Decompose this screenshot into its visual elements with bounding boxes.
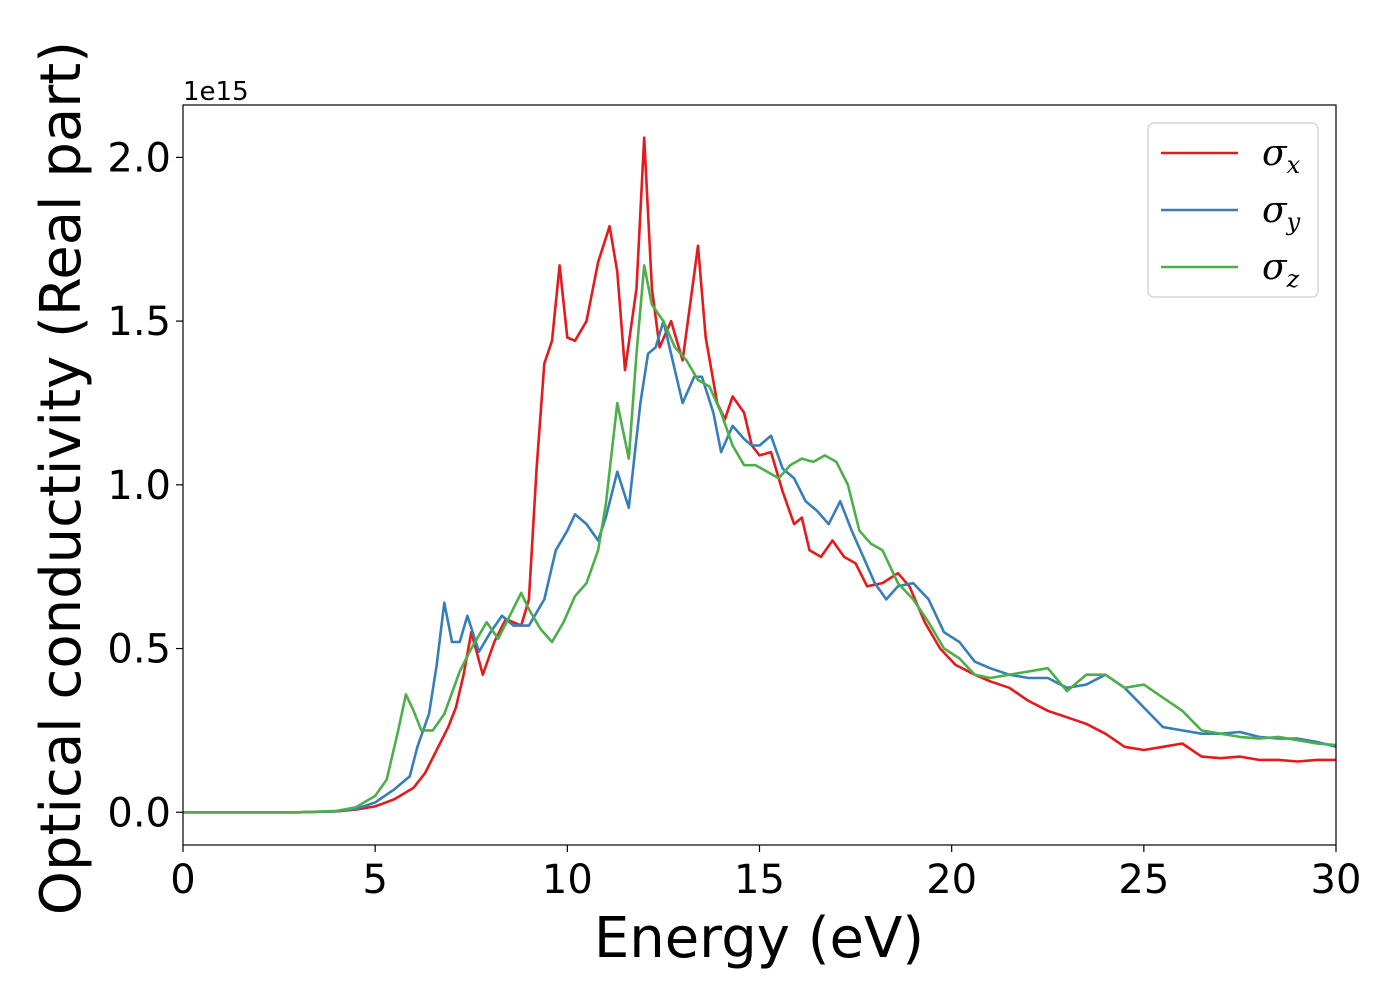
x-tick-label: 15 (734, 857, 785, 903)
series-layer (183, 136, 1336, 814)
y-axis-label: Optical conductivity (Real part) (29, 41, 94, 915)
x-tick-label: 25 (1118, 857, 1169, 903)
y-tick-label: 2.0 (107, 135, 171, 181)
y-offset-text: 1e15 (183, 77, 249, 107)
y-axis: 0.0 0.5 1.0 1.5 2.0 (107, 135, 183, 836)
series-line-z (183, 264, 1336, 814)
x-axis: 0 5 10 15 20 25 30 (170, 845, 1361, 903)
x-tick-label: 30 (1311, 857, 1362, 903)
legend-label-y: σy (1262, 190, 1301, 236)
x-tick-label: 20 (926, 857, 977, 903)
y-tick-label: 1.5 (107, 299, 171, 345)
legend-label-x: σx (1262, 133, 1301, 179)
y-tick-label: 1.0 (107, 463, 171, 509)
x-tick-label: 0 (170, 857, 195, 903)
x-tick-label: 10 (542, 857, 593, 903)
series-line-x (183, 136, 1336, 814)
x-tick-label: 5 (362, 857, 387, 903)
y-tick-label: 0.5 (107, 627, 171, 673)
x-axis-label: Energy (eV) (594, 906, 924, 971)
y-tick-label: 0.0 (107, 790, 171, 836)
series-line-y (183, 319, 1336, 814)
